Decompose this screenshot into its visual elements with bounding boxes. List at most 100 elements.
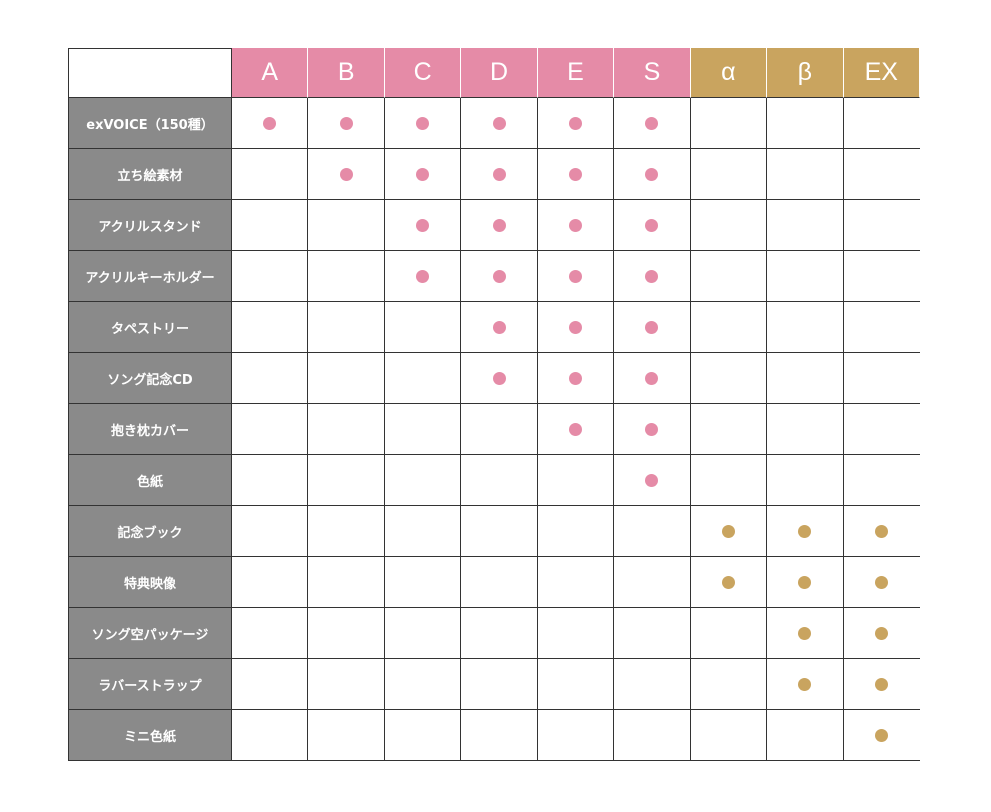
row-label: 抱き枕カバー — [68, 404, 232, 455]
table-cell — [232, 608, 309, 659]
included-dot — [875, 728, 889, 742]
column-header: EX — [843, 48, 920, 98]
table-cell — [537, 404, 615, 455]
included-dot — [645, 116, 659, 130]
table-cell — [614, 251, 691, 302]
table-cell — [614, 302, 691, 353]
table-cell — [767, 455, 844, 506]
table-cell — [843, 710, 920, 761]
table-cell — [614, 200, 691, 251]
table-cell — [614, 98, 691, 149]
included-dot — [492, 269, 506, 283]
table-cell — [767, 557, 844, 608]
table-cell — [843, 251, 920, 302]
table-cell — [537, 353, 615, 404]
corner-cell — [68, 48, 232, 98]
table-cell — [537, 710, 615, 761]
table-cell — [384, 98, 462, 149]
included-dot — [263, 116, 277, 130]
included-dot — [645, 422, 659, 436]
table-cell — [614, 353, 691, 404]
table-cell — [767, 200, 844, 251]
table-cell — [767, 251, 844, 302]
table-cell — [843, 506, 920, 557]
table-cell — [308, 608, 385, 659]
table-cell — [690, 353, 768, 404]
included-dot — [875, 575, 889, 589]
included-dot — [645, 167, 659, 181]
table-cell — [537, 302, 615, 353]
included-dot — [645, 320, 659, 334]
table-cell — [461, 251, 538, 302]
included-dot — [798, 575, 812, 589]
table-cell — [308, 149, 385, 200]
table-cell — [461, 404, 538, 455]
row-label: 特典映像 — [68, 557, 232, 608]
row-label: ソング空パッケージ — [68, 608, 232, 659]
table-cell — [843, 302, 920, 353]
table-cell — [232, 251, 309, 302]
column-header: E — [537, 48, 615, 98]
included-dot — [645, 371, 659, 385]
table-cell — [843, 98, 920, 149]
table-cell — [690, 608, 768, 659]
table-cell — [843, 557, 920, 608]
table-cell — [232, 200, 309, 251]
table-cell — [461, 608, 538, 659]
row-label: ミニ色紙 — [68, 710, 232, 761]
table-cell — [843, 200, 920, 251]
table-cell — [537, 200, 615, 251]
table-cell — [767, 710, 844, 761]
included-dot — [339, 167, 353, 181]
table-cell — [384, 455, 462, 506]
table-cell — [843, 353, 920, 404]
table-cell — [461, 659, 538, 710]
table-cell — [690, 98, 768, 149]
included-dot — [416, 218, 430, 232]
included-dot — [492, 218, 506, 232]
column-header: β — [767, 48, 844, 98]
table-cell — [537, 659, 615, 710]
table-cell — [308, 557, 385, 608]
table-cell — [614, 608, 691, 659]
column-header: B — [308, 48, 385, 98]
included-dot — [798, 677, 812, 691]
included-dot — [492, 116, 506, 130]
table-cell — [690, 659, 768, 710]
table-cell — [843, 455, 920, 506]
table-cell — [614, 659, 691, 710]
included-dot — [875, 677, 889, 691]
column-header: A — [232, 48, 309, 98]
table-cell — [308, 200, 385, 251]
table-cell — [843, 149, 920, 200]
table-cell — [232, 659, 309, 710]
table-cell — [461, 455, 538, 506]
table-cell — [537, 98, 615, 149]
table-cell — [384, 404, 462, 455]
column-header: C — [384, 48, 462, 98]
table-cell — [384, 659, 462, 710]
table-cell — [537, 251, 615, 302]
table-cell — [767, 353, 844, 404]
included-dot — [645, 218, 659, 232]
table-cell — [232, 353, 309, 404]
table-cell — [232, 302, 309, 353]
table-cell — [690, 302, 768, 353]
row-label: exVOICE（150種） — [68, 98, 232, 149]
table-cell — [461, 557, 538, 608]
table-cell — [767, 302, 844, 353]
table-cell — [384, 200, 462, 251]
table-cell — [614, 506, 691, 557]
table-cell — [461, 506, 538, 557]
included-dot — [721, 575, 735, 589]
row-label: ラバーストラップ — [68, 659, 232, 710]
included-dot — [492, 167, 506, 181]
table-cell — [232, 710, 309, 761]
table-cell — [843, 404, 920, 455]
table-cell — [461, 353, 538, 404]
table-cell — [690, 506, 768, 557]
table-cell — [232, 557, 309, 608]
included-dot — [568, 422, 582, 436]
